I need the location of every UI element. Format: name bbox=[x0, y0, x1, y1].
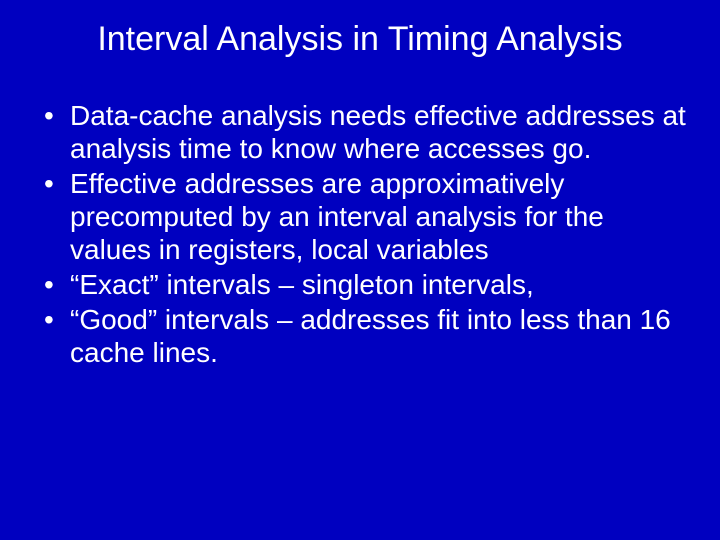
bullet-list: Data-cache analysis needs effective addr… bbox=[30, 99, 690, 369]
bullet-item: “Good” intervals – addresses fit into le… bbox=[40, 303, 690, 369]
bullet-item: Effective addresses are approximatively … bbox=[40, 167, 690, 266]
bullet-item: Data-cache analysis needs effective addr… bbox=[40, 99, 690, 165]
bullet-item: “Exact” intervals – singleton intervals, bbox=[40, 268, 690, 301]
slide-title: Interval Analysis in Timing Analysis bbox=[30, 20, 690, 59]
